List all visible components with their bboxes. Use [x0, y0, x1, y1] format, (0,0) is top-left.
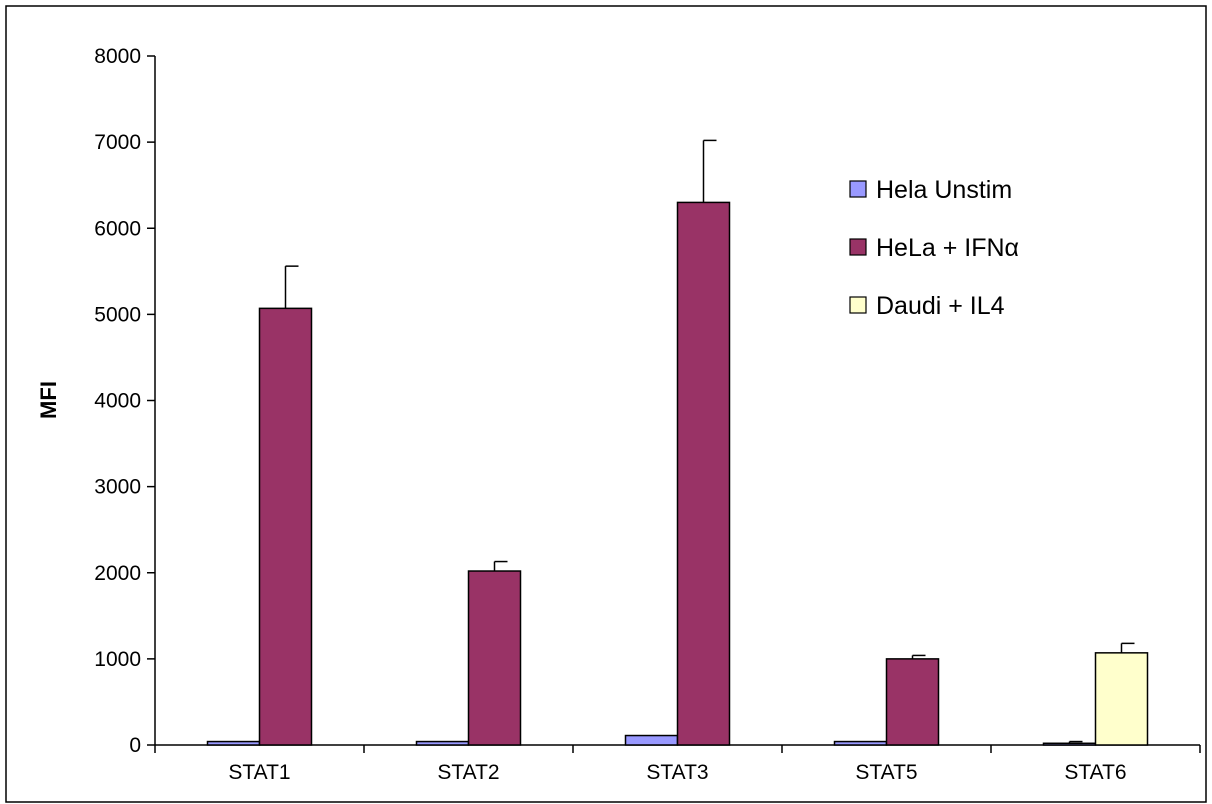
legend-label: Hela Unstim	[876, 176, 1012, 204]
y-tick-label: 0	[129, 734, 141, 757]
y-tick-label: 8000	[94, 45, 141, 68]
bar-hela-unstim-stat2	[415, 740, 470, 746]
bar-hela-unstim-stat1	[206, 740, 261, 746]
chart-frame	[5, 5, 1207, 803]
y-tick-label: 1000	[94, 648, 141, 671]
bar-hela-unstim-stat5	[833, 740, 888, 746]
bar-hela-ifn--stat2	[467, 570, 522, 746]
y-tick-label: 3000	[94, 476, 141, 499]
plot-area: 0 1000 2000 3000 4000 5000 6000 7000 8000 STAT1 ST…	[94, 45, 1201, 784]
bar-hela-ifn--stat3	[676, 201, 731, 746]
y-axis-title: MFI	[36, 381, 61, 419]
x-tick-label: STAT1	[228, 761, 290, 784]
legend-swatch	[849, 238, 867, 256]
legend-label: HeLa + IFNα	[876, 234, 1019, 262]
bar-hela-ifn--stat1	[258, 307, 313, 746]
bar-hela-unstim-stat6	[1042, 742, 1097, 746]
y-tick-label: 4000	[94, 390, 141, 413]
legend-swatch	[849, 296, 867, 314]
x-tick-label: STAT2	[437, 761, 499, 784]
bar-hela-ifn--stat5	[885, 658, 940, 746]
legend-label: Daudi + IL4	[876, 292, 1005, 320]
y-tick-label: 6000	[94, 217, 141, 240]
y-tick-label: 2000	[94, 562, 141, 585]
legend-swatch	[849, 180, 867, 198]
x-tick-label: STAT5	[855, 761, 917, 784]
y-tick-label: 5000	[94, 303, 141, 326]
bar-daudi-il4-stat6	[1094, 652, 1149, 746]
bar-hela-unstim-stat3	[624, 734, 679, 746]
x-tick-label: STAT3	[646, 761, 708, 784]
y-tick-label: 7000	[94, 131, 141, 154]
x-tick-label: STAT6	[1064, 761, 1126, 784]
legend: Hela Unstim HeLa + IFNα Daudi + IL4	[849, 176, 1019, 320]
